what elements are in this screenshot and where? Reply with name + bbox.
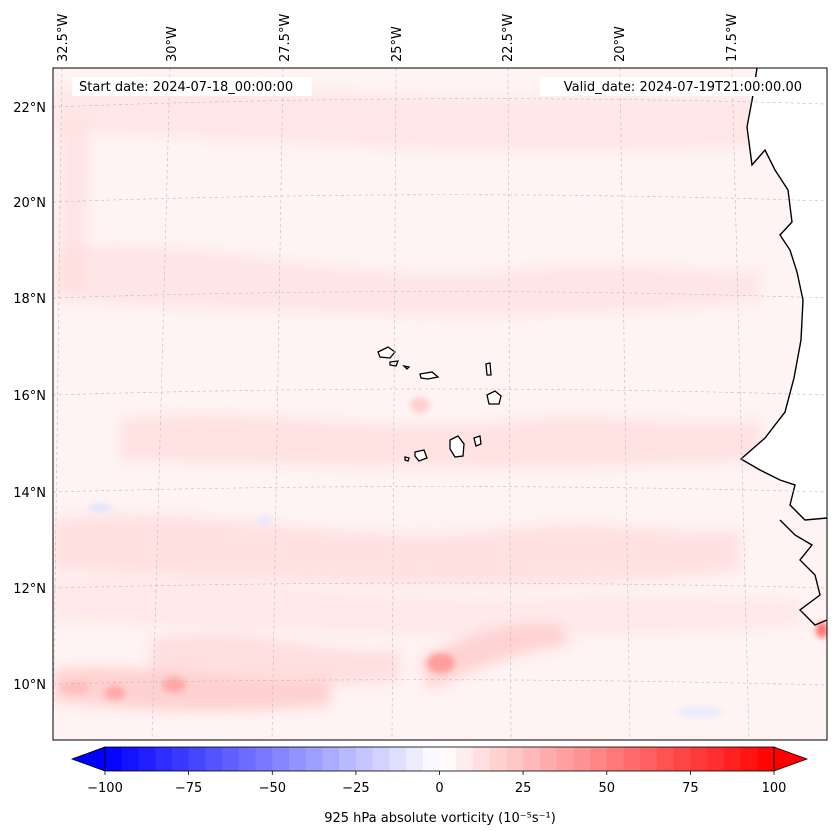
- colorbar-tick-label: −25: [342, 781, 369, 796]
- africa-landmass: [741, 68, 827, 740]
- lat-label: 22°N: [13, 101, 46, 116]
- colorbar-cell: [740, 747, 758, 771]
- colorbar-cell: [489, 747, 508, 771]
- colorbar-cell: [707, 747, 725, 771]
- lat-label: 14°N: [13, 486, 46, 501]
- colorbar-cell: [456, 747, 474, 771]
- colorbar-tick-labels: −100 −75 −50 −25 0 25 50 75 100: [87, 781, 786, 796]
- lat-label: 18°N: [13, 292, 46, 307]
- lon-label: 30°W: [165, 26, 180, 62]
- start-date-box: [72, 77, 312, 96]
- colorbar-cell: [121, 747, 140, 771]
- colorbar-cell: [723, 747, 742, 771]
- colorbar-cell: [339, 747, 357, 771]
- colorbar-cell: [406, 747, 424, 771]
- colorbar-cell: [606, 747, 625, 771]
- colorbar-cell: [506, 747, 524, 771]
- colorbar-cell: [105, 747, 123, 771]
- colorbar-ticks: [104, 771, 775, 775]
- colorbar-tick-label: 50: [599, 781, 616, 796]
- colorbar-tick-label: 100: [762, 781, 787, 796]
- vorticity-maxima: [61, 397, 827, 717]
- latitude-labels: 22°N 20°N 18°N 16°N 14°N 12°N 10°N: [13, 101, 46, 693]
- cape-verde-islands: [377, 346, 502, 462]
- colorbar: −100 −75 −50 −25 0 25 50 75 100 925 hPa …: [70, 746, 809, 826]
- valid-date-text: Valid_date: 2024-07-19T21:00:00.00: [564, 80, 802, 95]
- lon-label: 20°W: [613, 26, 628, 62]
- colorbar-tick-label: 75: [682, 781, 699, 796]
- map-panel: Start date: 2024-07-18_00:00:00 Valid_da…: [53, 68, 827, 740]
- colorbar-extend-high-triangle: [773, 746, 809, 772]
- colorbar-cell: [355, 747, 374, 771]
- colorbar-cell: [288, 747, 307, 771]
- colorbar-tick-label: −75: [175, 781, 202, 796]
- colorbar-cell: [623, 747, 641, 771]
- colorbar-cell: [539, 747, 558, 771]
- colorbar-cell: [556, 747, 574, 771]
- valid-date-box: [540, 77, 808, 96]
- lon-label: 27.5°W: [278, 14, 293, 62]
- colorbar-cell: [222, 747, 240, 771]
- colorbar-cell: [138, 747, 156, 771]
- colorbar-cell: [238, 747, 257, 771]
- colorbar-cell: [272, 747, 290, 771]
- colorbar-tick-label: 25: [515, 781, 532, 796]
- colorbar-cell: [757, 747, 775, 771]
- lat-label: 10°N: [13, 678, 46, 693]
- colorbar-cell: [439, 747, 457, 771]
- lon-label: 25°W: [390, 26, 405, 62]
- lon-label: 22.5°W: [501, 14, 516, 62]
- colorbar-cell: [322, 747, 340, 771]
- colorbar-tick-label: 0: [435, 781, 443, 796]
- colorbar-cell: [188, 747, 206, 771]
- lat-label: 20°N: [13, 196, 46, 211]
- colorbar-cell: [305, 747, 324, 771]
- colorbar-cell: [656, 747, 675, 771]
- colorbar-cell: [640, 747, 658, 771]
- colorbar-cell: [389, 747, 407, 771]
- colorbar-cell: [573, 747, 591, 771]
- lat-label: 12°N: [13, 582, 46, 597]
- colorbar-cell: [690, 747, 708, 771]
- colorbar-cell: [673, 747, 691, 771]
- lon-label: 32.5°W: [56, 14, 71, 62]
- colorbar-label: 925 hPa absolute vorticity (10⁻⁵s⁻¹): [324, 811, 556, 826]
- colorbar-cell: [422, 747, 441, 771]
- colorbar-label-name: 925 hPa absolute vorticity: [324, 811, 494, 826]
- colorbar-cell: [472, 747, 491, 771]
- lat-label: 16°N: [13, 389, 46, 404]
- colorbar-extend-low-triangle: [70, 746, 106, 772]
- colorbar-cell: [205, 747, 223, 771]
- colorbar-cells: [105, 747, 775, 771]
- colorbar-cell: [372, 747, 390, 771]
- colorbar-tick-label: −50: [259, 781, 286, 796]
- colorbar-cell: [255, 747, 273, 771]
- lon-label: 17.5°W: [725, 14, 740, 62]
- graticule: [53, 68, 827, 740]
- colorbar-label-units: (10⁻⁵s⁻¹): [498, 811, 556, 826]
- colorbar-cell: [155, 747, 173, 771]
- map-frame: [52, 67, 828, 741]
- colorbar-tick-label: −100: [87, 781, 123, 796]
- colorbar-cell: [171, 747, 190, 771]
- start-date-text: Start date: 2024-07-18_00:00:00: [79, 80, 293, 95]
- africa-coastline: [739, 68, 827, 626]
- vorticity-contours: [53, 84, 827, 711]
- longitude-labels: 32.5°W 30°W 27.5°W 25°W 22.5°W 20°W 17.5…: [56, 14, 740, 62]
- colorbar-cell: [590, 747, 608, 771]
- colorbar-cell: [523, 747, 541, 771]
